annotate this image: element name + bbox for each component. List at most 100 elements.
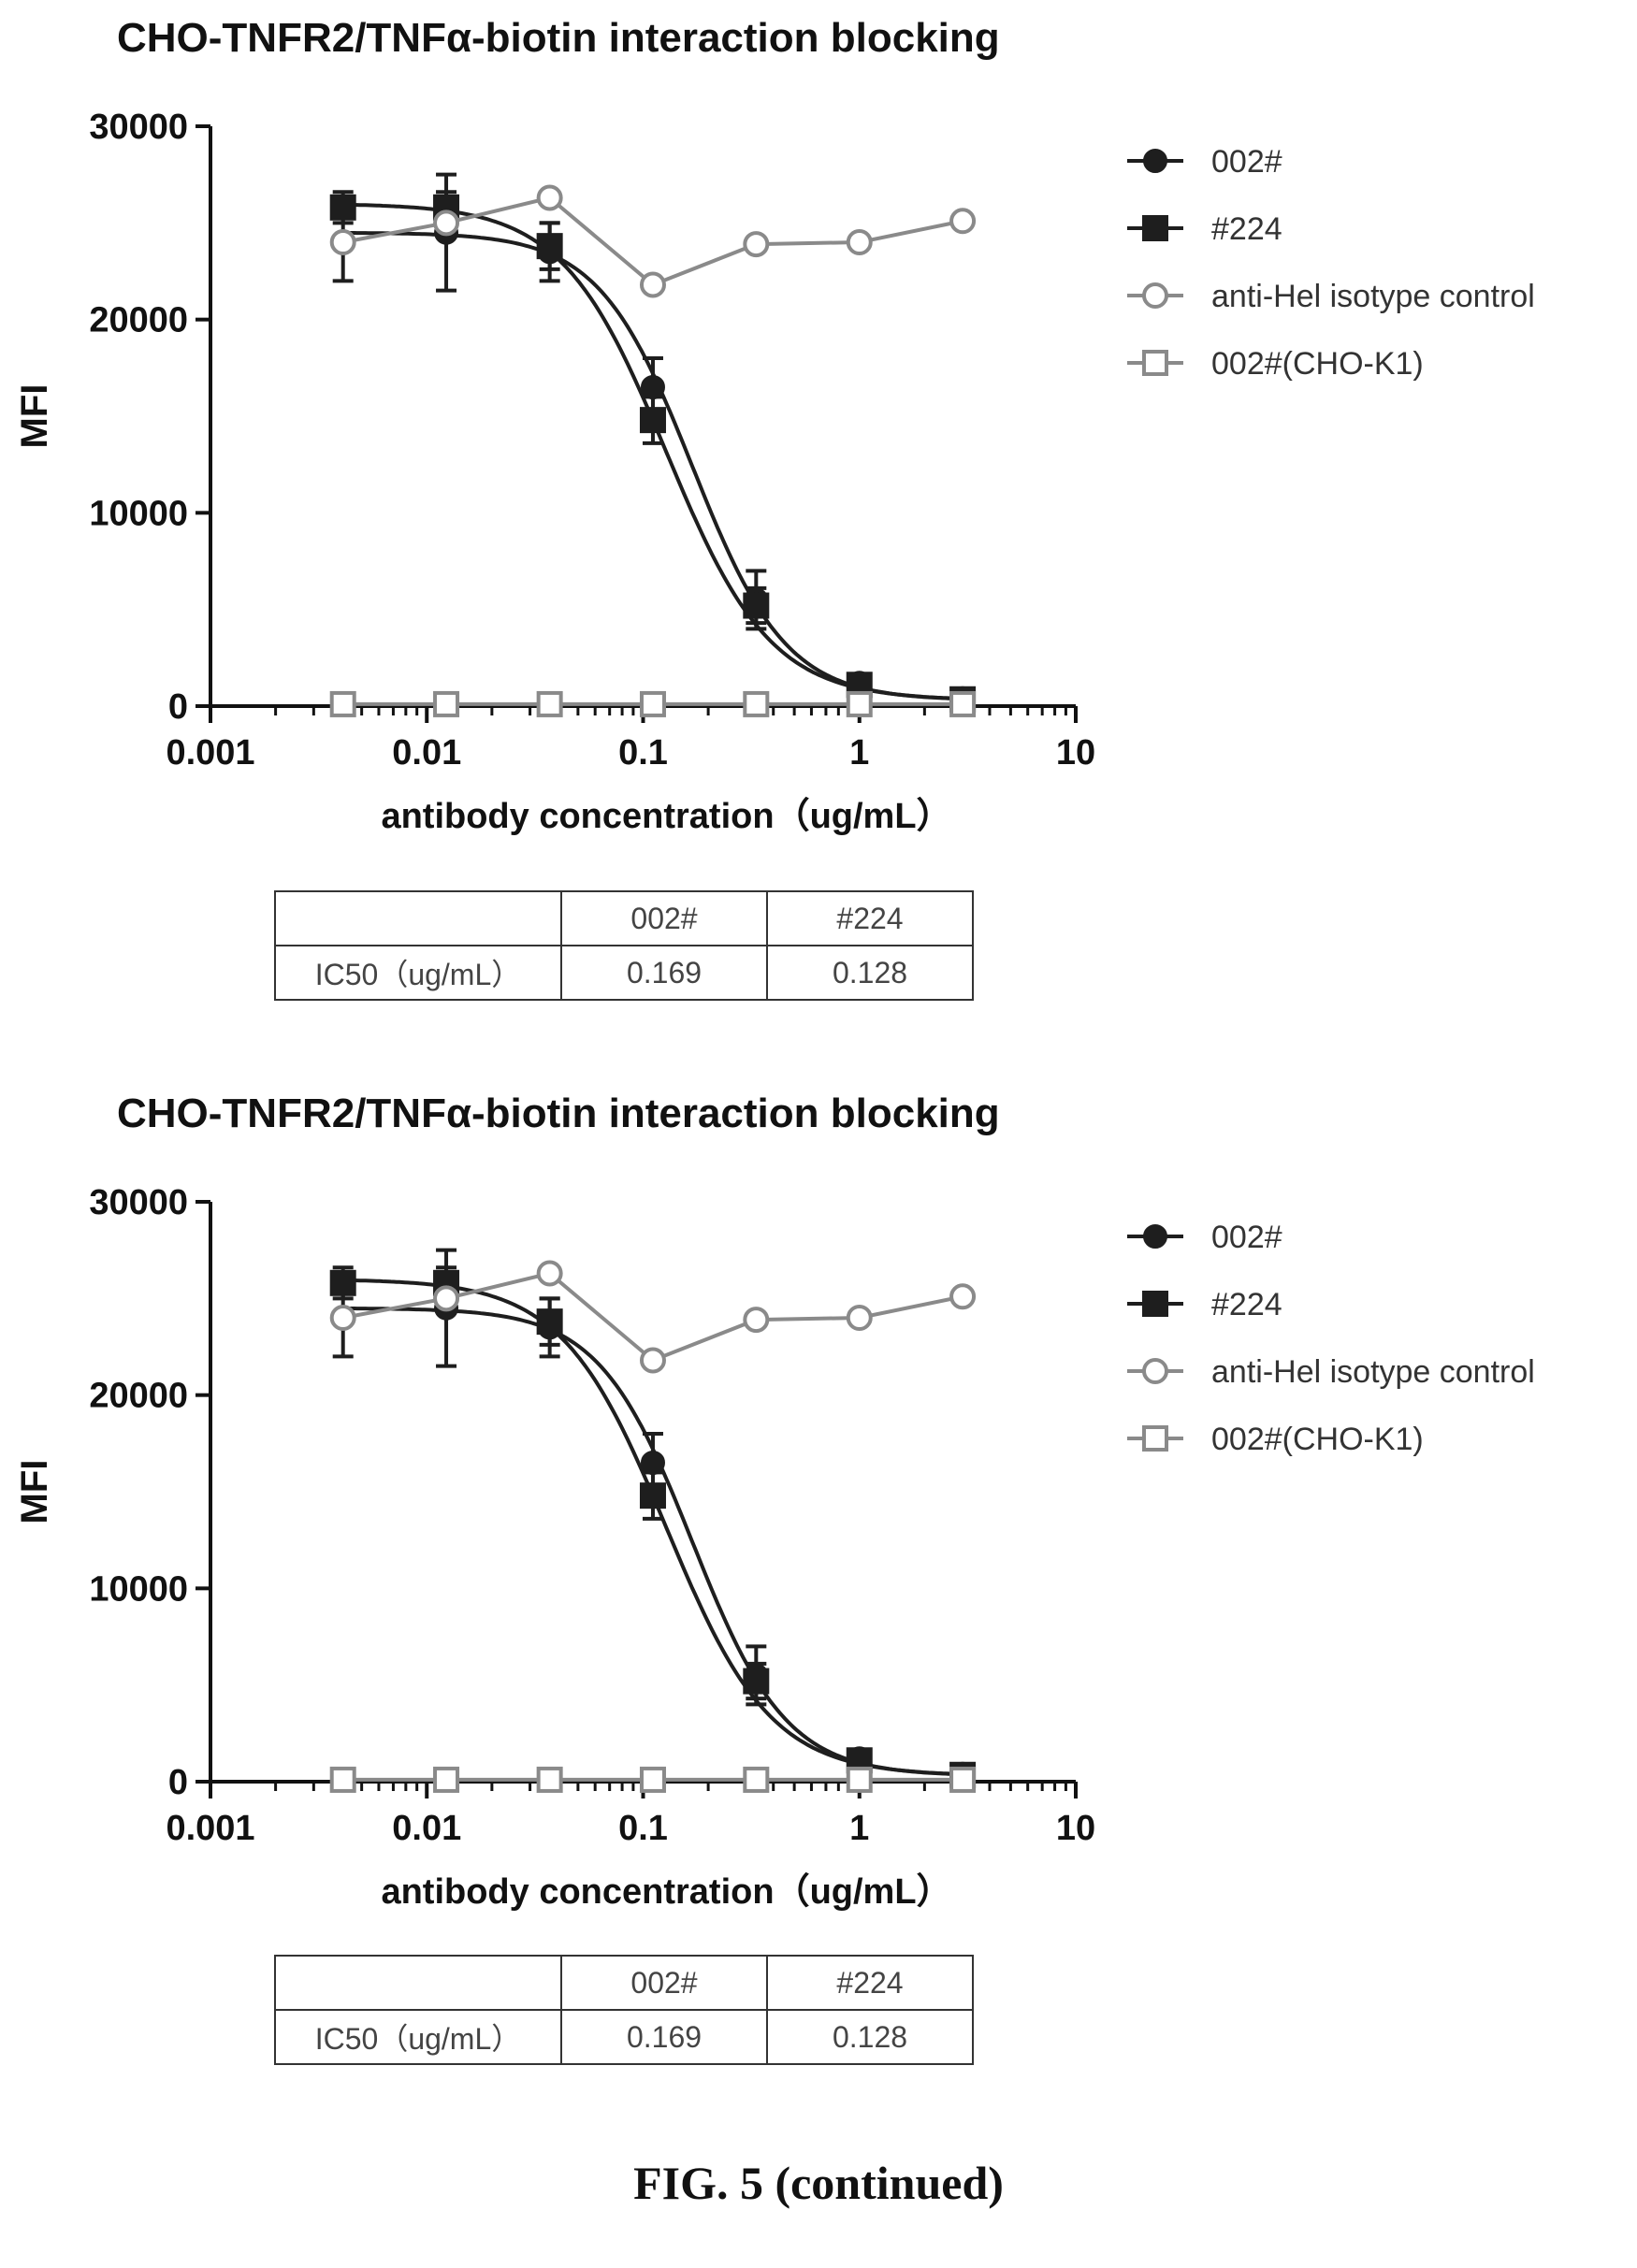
- y-axis-label: MFI: [14, 384, 55, 449]
- ic50-header-002: 002#: [560, 1955, 768, 2011]
- ic50-value-224: 0.128: [766, 945, 974, 1001]
- data-point: [846, 229, 873, 255]
- chart-panel-2: CHO-TNFR2/TNFα-biotin interaction blocki…: [0, 1076, 1637, 2067]
- data-point: [846, 1305, 873, 1331]
- ic50-table-row: IC50（ug/mL） 0.169 0.128: [274, 2009, 974, 2065]
- fit-curve-0: [342, 1307, 963, 1777]
- x-tick-label: 0.001: [166, 733, 254, 773]
- ic50-header-empty: [274, 1955, 562, 2011]
- data-point: [639, 690, 666, 717]
- legend-label: anti-Hel isotype control: [1211, 1354, 1535, 1390]
- data-point: [433, 1285, 460, 1312]
- y-tick-label: 10000: [89, 1569, 188, 1609]
- legend-label: #224: [1211, 1287, 1282, 1322]
- x-tick-label: 0.01: [392, 733, 461, 773]
- legend-label: anti-Hel isotype control: [1211, 279, 1535, 314]
- data-point: [536, 1308, 563, 1336]
- x-tick-label: 1: [849, 733, 869, 773]
- ic50-row-label: IC50（ug/mL）: [274, 945, 562, 1001]
- ic50-row-label: IC50（ug/mL）: [274, 2009, 562, 2065]
- x-tick-label: 0.01: [392, 1809, 461, 1848]
- legend-label: 002#: [1211, 144, 1282, 180]
- legend-label: 002#: [1211, 1220, 1282, 1255]
- data-point: [536, 233, 563, 260]
- ic50-value-002: 0.169: [560, 945, 768, 1001]
- legend-label: #224: [1211, 211, 1282, 247]
- legend-marker: [1142, 282, 1168, 309]
- data-point: [433, 209, 460, 237]
- data-point: [536, 1260, 563, 1287]
- x-axis-label: antibody concentration（ug/mL）: [381, 1872, 951, 1912]
- ic50-table-row: IC50（ug/mL） 0.169 0.128: [274, 945, 974, 1001]
- ic50-table-header-row: 002# #224: [274, 890, 974, 946]
- chart-panel-1: CHO-TNFR2/TNFα-biotin interaction blocki…: [0, 0, 1637, 1001]
- data-point: [329, 194, 356, 221]
- data-point: [639, 1347, 666, 1374]
- data-point: [329, 1305, 356, 1331]
- ic50-table-header-row: 002# #224: [274, 1955, 974, 2011]
- data-point: [639, 1482, 666, 1510]
- legend-marker: [1142, 215, 1168, 241]
- ic50-header-224: #224: [766, 890, 974, 946]
- x-axis-label: antibody concentration（ug/mL）: [381, 797, 951, 836]
- data-point: [536, 1766, 563, 1793]
- legend-label: 002#(CHO-K1): [1211, 1422, 1424, 1457]
- legend-marker: [1142, 1358, 1168, 1384]
- data-point: [846, 1766, 873, 1793]
- ic50-table-1: 002# #224 IC50（ug/mL） 0.169 0.128: [274, 890, 974, 1001]
- ic50-header-002: 002#: [560, 890, 768, 946]
- y-tick-label: 30000: [89, 108, 188, 147]
- ic50-header-224: #224: [766, 1955, 974, 2011]
- x-tick-label: 1: [849, 1809, 869, 1848]
- fit-curve-0: [342, 231, 963, 701]
- x-tick-label: 0.1: [618, 1809, 668, 1848]
- data-point: [949, 1283, 977, 1310]
- chart-title: CHO-TNFR2/TNFα-biotin interaction blocki…: [117, 1091, 1000, 1136]
- data-point: [743, 592, 770, 619]
- data-point: [846, 690, 873, 717]
- data-point: [433, 690, 460, 717]
- y-tick-label: 0: [168, 687, 188, 727]
- data-point: [536, 690, 563, 717]
- data-point: [949, 1766, 977, 1793]
- figure-caption: FIG. 5 (continued): [633, 2157, 1004, 2209]
- legend-marker: [1142, 1425, 1168, 1452]
- chart-2: CHO-TNFR2/TNFα-biotin interaction blocki…: [14, 1091, 1535, 1912]
- x-tick-label: 0.1: [618, 733, 668, 773]
- legend-label: 002#(CHO-K1): [1211, 346, 1424, 382]
- y-tick-label: 20000: [89, 1377, 188, 1416]
- y-tick-label: 0: [168, 1763, 188, 1802]
- ic50-value-002: 0.169: [560, 2009, 768, 2065]
- data-point: [536, 184, 563, 211]
- y-tick-label: 10000: [89, 494, 188, 533]
- data-point: [329, 1269, 356, 1296]
- data-point: [949, 208, 977, 235]
- ic50-value-224: 0.128: [766, 2009, 974, 2065]
- legend-marker: [1142, 1291, 1168, 1317]
- data-point: [329, 690, 356, 717]
- data-point: [743, 1668, 770, 1695]
- data-point: [949, 690, 977, 717]
- y-tick-label: 20000: [89, 301, 188, 340]
- data-point: [743, 1766, 770, 1793]
- chart-title: CHO-TNFR2/TNFα-biotin interaction blocki…: [117, 15, 1000, 61]
- data-point: [433, 1766, 460, 1793]
- chart-1: CHO-TNFR2/TNFα-biotin interaction blocki…: [14, 15, 1535, 836]
- data-point: [743, 690, 770, 717]
- data-point: [639, 407, 666, 434]
- legend-marker: [1143, 149, 1167, 173]
- x-tick-label: 10: [1056, 733, 1095, 773]
- x-tick-label: 0.001: [166, 1809, 254, 1848]
- data-point: [639, 271, 666, 298]
- y-axis-label: MFI: [14, 1460, 55, 1524]
- ic50-header-empty: [274, 890, 562, 946]
- data-point: [329, 1766, 356, 1793]
- legend-marker: [1143, 1224, 1167, 1249]
- ic50-table-2: 002# #224 IC50（ug/mL） 0.169 0.128: [274, 1955, 974, 2065]
- x-tick-label: 10: [1056, 1809, 1095, 1848]
- data-point: [329, 229, 356, 255]
- y-tick-label: 30000: [89, 1183, 188, 1222]
- data-point: [743, 231, 770, 258]
- data-point: [639, 1766, 666, 1793]
- legend-marker: [1142, 350, 1168, 376]
